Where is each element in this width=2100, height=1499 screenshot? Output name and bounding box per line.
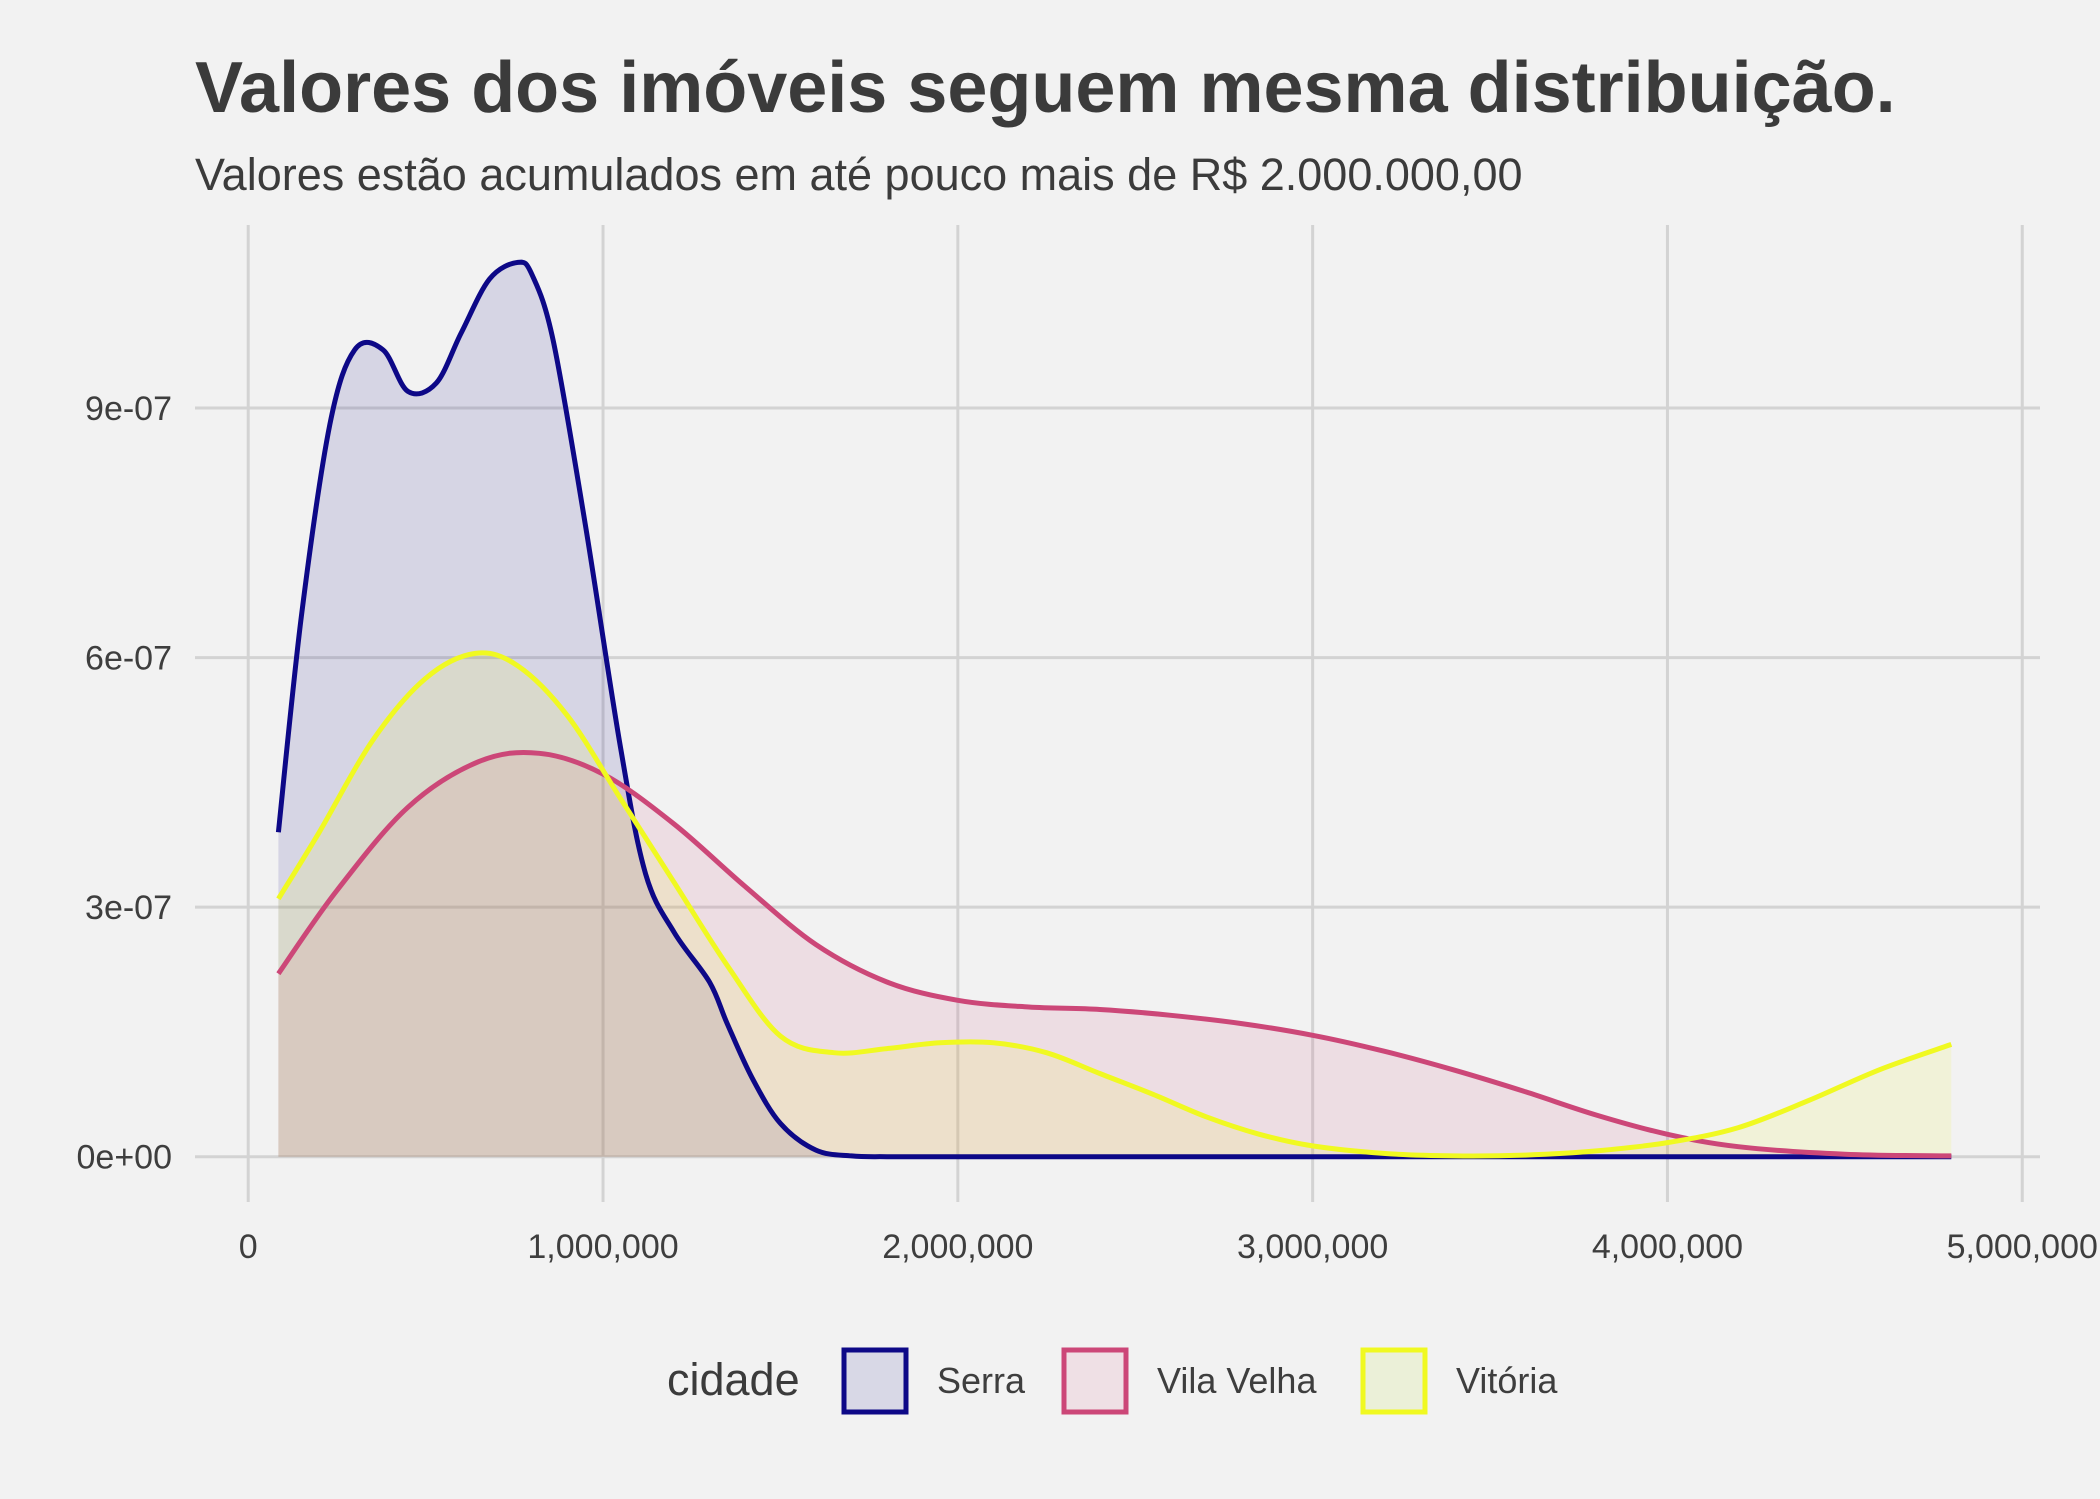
- x-tick-label: 5,000,000: [1947, 1228, 2098, 1266]
- legend-key-vit-ria: [1360, 1347, 1428, 1415]
- x-tick-label: 0: [239, 1228, 258, 1266]
- legend-label: Serra: [937, 1360, 1026, 1401]
- x-tick-label: 2,000,000: [882, 1228, 1033, 1266]
- density-area-vit-ria: [278, 652, 1952, 1157]
- legend-title: cidade: [667, 1354, 800, 1405]
- x-axis-ticks: 0 1,000,000 2,000,000 3,000,000 4,000,000 5,0…: [239, 1228, 2098, 1266]
- density-areas: [278, 262, 1952, 1157]
- density-lines: [275, 259, 1953, 1160]
- density-line-serra: [275, 259, 1952, 1160]
- y-tick-label: 3e-07: [85, 889, 172, 927]
- y-tick-label: 9e-07: [85, 390, 172, 428]
- legend-label: Vitória: [1456, 1360, 1558, 1401]
- chart-title: Valores dos imóveis seguem mesma distrib…: [195, 48, 1896, 128]
- density-area-vila-velha: [278, 752, 1952, 1157]
- chart-subtitle: Valores estão acumulados em até pouco ma…: [195, 149, 1523, 200]
- y-tick-label: 6e-07: [85, 640, 172, 678]
- y-axis-ticks: 0e+00 3e-07 6e-07 9e-07: [77, 390, 173, 1177]
- legend-key-serra: [841, 1347, 909, 1415]
- density-line-vit-ria: [276, 650, 1953, 1159]
- x-tick-label: 3,000,000: [1237, 1228, 1388, 1266]
- legend-label: Vila Velha: [1157, 1360, 1317, 1401]
- legend: cidade Serra Vila Velha Vitória: [667, 1347, 1558, 1415]
- x-tick-label: 4,000,000: [1592, 1228, 1743, 1266]
- y-tick-label: 0e+00: [77, 1139, 173, 1177]
- legend-key-vila-velha: [1061, 1347, 1129, 1415]
- x-tick-label: 1,000,000: [527, 1228, 678, 1266]
- density-line-vila-velha: [276, 749, 1952, 1159]
